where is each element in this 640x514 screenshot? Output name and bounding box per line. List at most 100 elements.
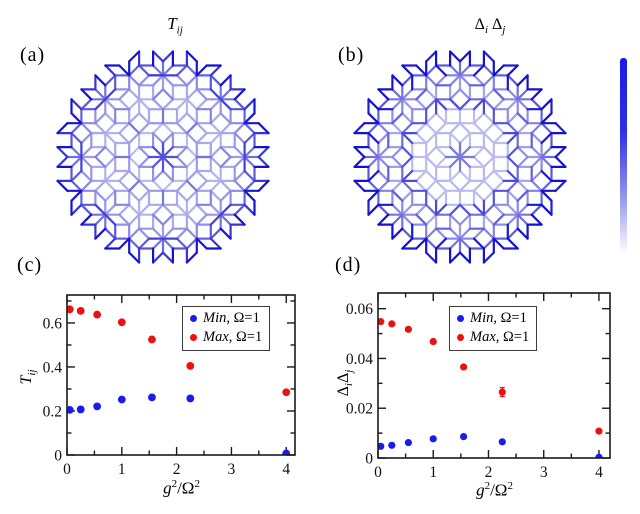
- omega-symbol: Ω: [494, 480, 508, 500]
- panel-b-title: Δi Δj: [445, 16, 535, 36]
- legend-text-min: Min, Ω=1: [470, 310, 527, 326]
- series-min: [67, 393, 291, 455]
- chart-c-ylabel-sub: ij: [26, 369, 39, 376]
- data-point: [117, 318, 126, 327]
- omega-symbol: Ω: [181, 478, 195, 498]
- x-tick-label: 4: [282, 461, 290, 478]
- scatter-chart-d: 0 1 2 3 4 0 0.02 0.04 0.06: [346, 292, 611, 481]
- chart-d-ylabel-s2: j: [343, 369, 356, 373]
- data-point: [404, 438, 412, 447]
- g-symbol: g: [476, 480, 485, 500]
- legend-entry-min: Min, Ω=1: [457, 309, 529, 328]
- panel-label-b: (b): [338, 44, 365, 66]
- legend-text-max: Max, Ω=1: [203, 329, 263, 345]
- panel-label-d: (d): [335, 254, 362, 276]
- data-point: [498, 388, 506, 396]
- data-point: [378, 318, 385, 326]
- chart-d-xlabel: g2/Ω2: [447, 480, 542, 501]
- series-max: [378, 318, 603, 435]
- g-exponent: 2: [484, 480, 491, 492]
- data-point: [404, 325, 412, 333]
- series-max: [67, 305, 291, 397]
- slash: /: [177, 478, 182, 498]
- panel-a-title: Tij: [140, 14, 210, 36]
- legend-dot-max: [190, 334, 197, 341]
- legend-dot-max: [457, 334, 464, 341]
- data-point: [595, 453, 603, 458]
- y-tick-label: 0.2: [43, 403, 62, 420]
- omega-exponent: 2: [194, 478, 200, 490]
- data-point: [282, 388, 291, 397]
- tiling-edges: [56, 50, 270, 264]
- chart-d-legend: Min, Ω=1 Max, Ω=1: [449, 306, 538, 351]
- legend-text-min: Min, Ω=1: [203, 310, 260, 326]
- panel-b-title-d2: Δ: [492, 16, 503, 33]
- series-min: [378, 432, 603, 458]
- data-point: [460, 363, 468, 371]
- quasicrystal-tiling-a: [56, 50, 270, 264]
- chart-d-ylabel: ΔiΔj: [335, 343, 357, 423]
- x-tick-label: 3: [540, 464, 548, 481]
- x-tick-label: 1: [118, 461, 126, 478]
- chart-c-legend: Min, Ω=1 Max, Ω=1: [182, 306, 271, 351]
- x-tick-label: 0: [63, 461, 71, 478]
- y-tick-label: 0.02: [346, 401, 373, 418]
- panel-a-title-main: T: [167, 14, 177, 33]
- panel-b-title-d1: Δ: [474, 16, 485, 33]
- panel-label-c: (c): [17, 254, 43, 276]
- omega-exponent: 2: [507, 480, 513, 492]
- chart-d-ylabel-d2: Δ: [335, 372, 352, 383]
- chart-c-xlabel: g2/Ω2: [134, 478, 229, 499]
- data-point: [186, 361, 195, 370]
- g-symbol: g: [163, 478, 172, 498]
- x-tick-label: 1: [429, 464, 437, 481]
- chart-axes: 0 1 2 3 4 0 0.2 0.4 0.6: [43, 295, 295, 478]
- plot-box: [377, 292, 611, 459]
- plot-box: [66, 294, 296, 456]
- tiling-edges: [353, 50, 567, 264]
- data-point: [148, 393, 156, 402]
- y-tick-label: 0: [365, 451, 373, 468]
- chart-c-ylabel-main: T: [18, 375, 35, 385]
- data-point: [388, 441, 396, 449]
- x-tick-label: 3: [228, 461, 236, 478]
- quasicrystal-tiling-b: [353, 50, 567, 264]
- data-point: [76, 405, 85, 414]
- legend-dot-min: [190, 315, 197, 322]
- x-tick-label: 0: [374, 464, 382, 481]
- colorbar: [620, 58, 627, 254]
- chart-axes: 0 1 2 3 4 0 0.02 0.04 0.06: [346, 293, 610, 481]
- data-point: [76, 306, 85, 315]
- legend-text-max: Max, Ω=1: [470, 329, 530, 345]
- data-point: [498, 438, 506, 446]
- data-point: [460, 432, 468, 441]
- data-point: [93, 402, 102, 411]
- data-point: [429, 435, 437, 443]
- y-tick-label: 0.06: [346, 301, 373, 318]
- data-point: [93, 310, 102, 319]
- slash: /: [490, 480, 495, 500]
- legend-entry-min: Min, Ω=1: [190, 309, 262, 328]
- data-point: [378, 442, 385, 450]
- panel-label-a: (a): [20, 44, 46, 66]
- g-exponent: 2: [171, 478, 178, 490]
- legend-entry-max: Max, Ω=1: [190, 328, 262, 347]
- y-tick-label: 0.4: [43, 359, 63, 376]
- x-tick-label: 4: [595, 464, 603, 481]
- legend-dot-min: [457, 315, 464, 322]
- scatter-chart-c: 0 1 2 3 4 0 0.2 0.4 0.6: [43, 294, 296, 478]
- data-point: [67, 305, 74, 314]
- data-point: [388, 320, 396, 328]
- data-point: [117, 395, 126, 404]
- y-tick-label: 0.04: [346, 351, 373, 368]
- data-point: [67, 405, 74, 414]
- y-tick-label: 0: [54, 448, 62, 465]
- legend-entry-max: Max, Ω=1: [457, 328, 529, 347]
- x-tick-label: 2: [173, 461, 181, 478]
- chart-d-ylabel-s1: i: [343, 383, 356, 387]
- chart-c-ylabel: Tij: [18, 342, 40, 412]
- data-point: [186, 394, 195, 403]
- x-tick-label: 2: [485, 464, 493, 481]
- data-point: [595, 427, 603, 435]
